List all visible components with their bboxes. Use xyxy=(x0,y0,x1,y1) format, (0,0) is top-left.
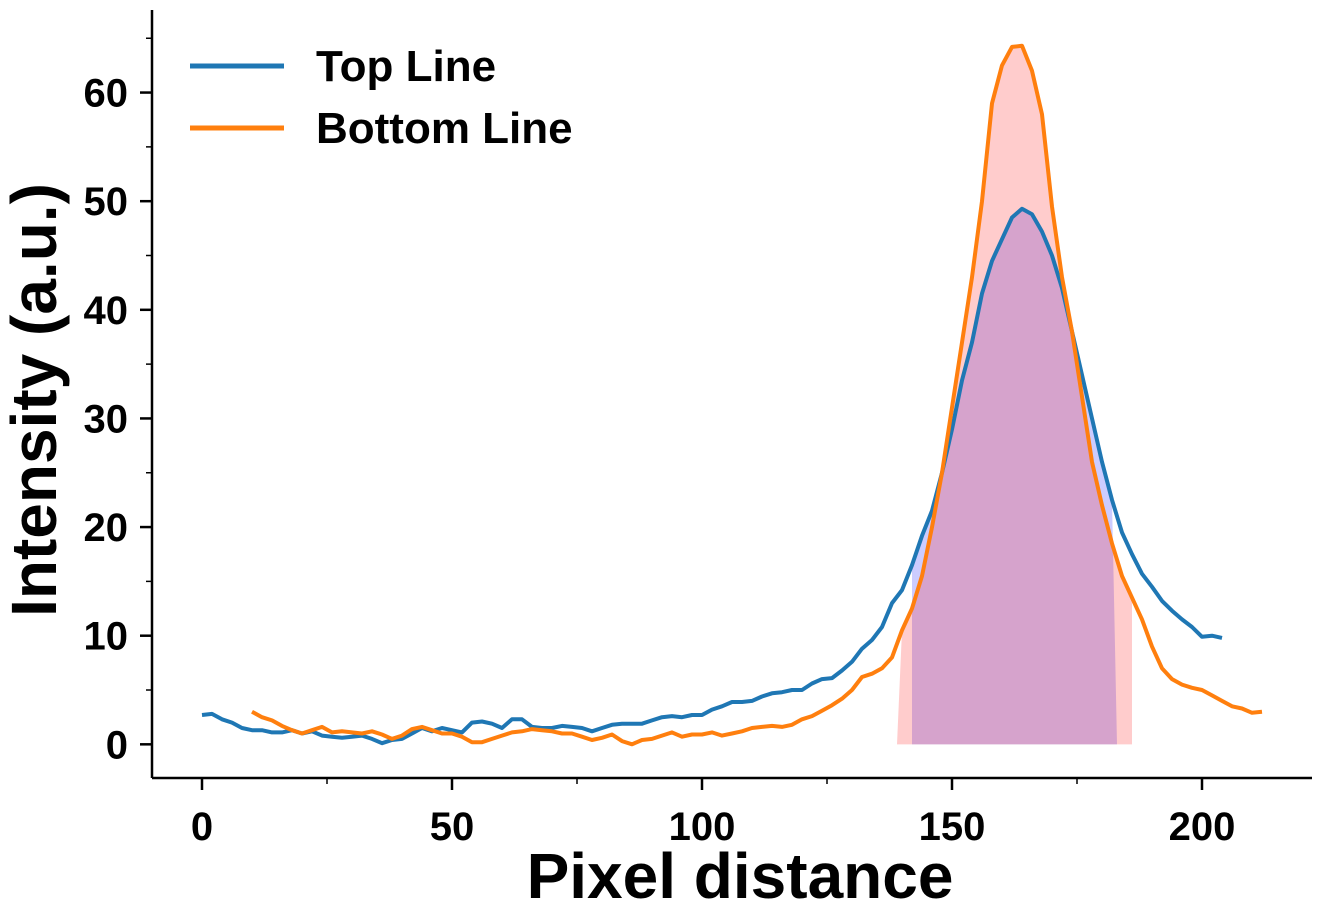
series-line-bottom-line xyxy=(251,43,1263,747)
legend-label: Top Line xyxy=(316,42,496,91)
y-tick-label: 10 xyxy=(84,615,129,659)
x-tick-label: 150 xyxy=(919,805,986,849)
x-tick-label: 0 xyxy=(191,805,213,849)
x-tick-label: 200 xyxy=(1169,805,1236,849)
y-tick-label: 40 xyxy=(84,289,129,333)
axes xyxy=(150,10,1312,780)
y-tick-label: 50 xyxy=(84,180,129,224)
x-axis-ticks: 0 50 100 150 200 xyxy=(191,778,1236,849)
x-axis-title: Pixel distance xyxy=(527,840,954,912)
legend: Top Line Bottom Line xyxy=(190,42,573,153)
series-line-layer xyxy=(201,43,1263,747)
y-tick-label: 60 xyxy=(84,72,129,116)
series-line-top-line xyxy=(201,206,1223,746)
peak-fill-bottom-line xyxy=(897,45,1132,745)
x-tick-label: 50 xyxy=(430,805,475,849)
x-tick-label: 100 xyxy=(669,805,736,849)
legend-label: Bottom Line xyxy=(316,104,573,153)
y-axis-title: Intensity (a.u.) xyxy=(0,183,70,617)
peak-fill-layer xyxy=(897,45,1132,745)
peak-fill-top-line xyxy=(912,208,1117,745)
y-tick-label: 30 xyxy=(84,397,129,441)
y-axis-ticks: 0 10 20 30 40 50 60 xyxy=(84,37,152,767)
y-tick-label: 0 xyxy=(106,723,128,767)
y-tick-label: 20 xyxy=(84,506,129,550)
